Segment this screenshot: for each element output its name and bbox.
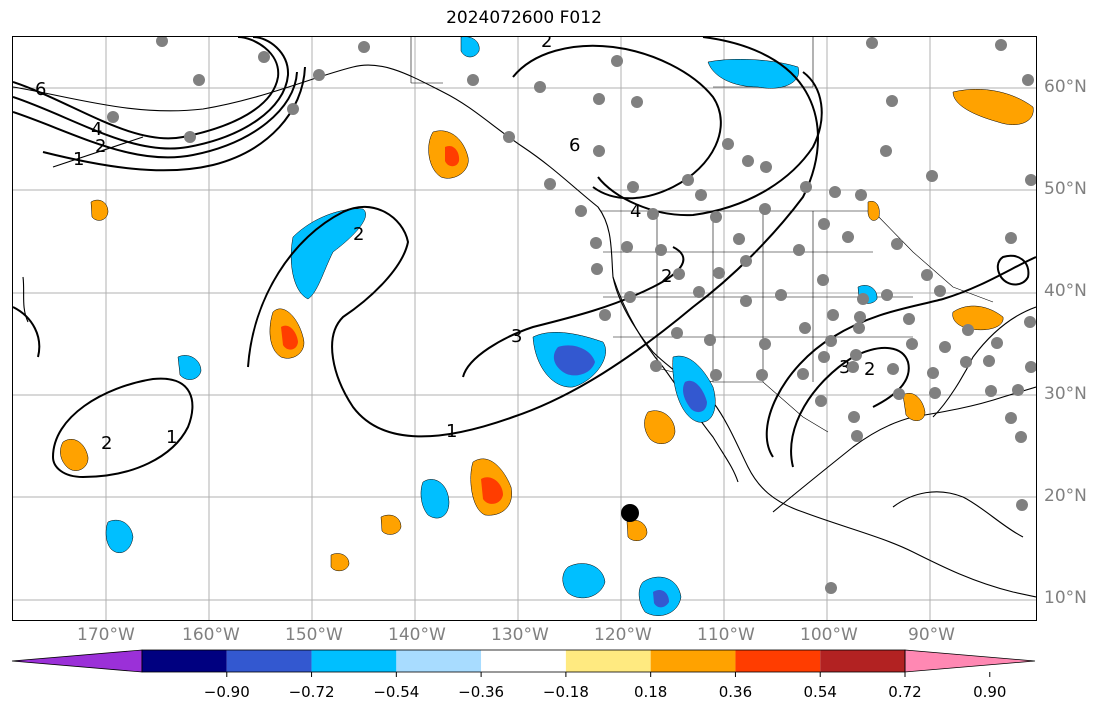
colorbar-segment [396,650,482,672]
lon-label-160w: 160°W [182,625,240,645]
lon-label-90w: 90°W [908,625,955,645]
lat-label-20n: 20°N [1044,486,1087,506]
colorbar-tick-label: −0.54 [373,683,420,701]
contour-label: 3 [511,326,522,347]
colorbar-segment [820,650,905,672]
colorbar-segment [226,650,312,672]
lat-label-10n: 10°N [1044,588,1087,608]
contour-label: 1 [166,427,177,448]
lat-label-50n: 50°N [1044,179,1087,199]
graticule [13,37,1036,620]
contour-label: 2 [541,37,552,52]
map-panel: 6 4 2 1 2 3 1 2 6 4 3 2 2 1 2 [12,36,1037,621]
lon-label-130w: 130°W [491,625,549,645]
contour-label: 2 [101,433,112,454]
lat-label-40n: 40°N [1044,281,1087,301]
colorbar-tick-label: −0.36 [458,683,505,701]
colorbar-tick-label: −0.18 [542,683,589,701]
lat-label-60n: 60°N [1044,77,1087,97]
contour-label: 2 [95,136,106,157]
lon-label-140w: 140°W [388,625,446,645]
colorbar-extend-high [904,649,1036,673]
lon-label-150w: 150°W [285,625,343,645]
colorbar-segment [650,650,736,672]
colorbar-segment [481,650,566,672]
colorbar-tick-label: 0.54 [803,683,837,701]
colorbar-tick-label: 0.18 [633,683,668,701]
lon-label-110w: 110°W [697,625,755,645]
contour-labels: 6 4 2 1 2 3 1 2 6 4 3 2 2 1 2 [35,37,875,454]
shaded-negative-strong [553,345,707,608]
colorbar-tick-label: 0.90 [973,683,1007,701]
contour-label: 6 [35,79,46,100]
colorbar-tick-label: 0.72 [888,683,922,701]
map-canvas: 6 4 2 1 2 3 1 2 6 4 3 2 2 1 2 [13,37,1036,620]
colorbar-segment [311,650,397,672]
map-title: 2024072600 F012 [446,8,602,28]
shaded-positive-strong [281,145,503,504]
contour-label: 6 [569,135,580,156]
colorbar [11,649,1036,677]
colorbar-tick-label: 0.36 [718,683,753,701]
lat-label-30n: 30°N [1044,384,1087,404]
political-borders [410,37,994,433]
colorbar-extend-low [11,649,143,673]
shaded-positive [60,89,1034,572]
colorbar-segment [565,650,651,672]
contour-label: 4 [91,119,102,140]
storm-marker [621,504,639,522]
lon-label-120w: 120°W [594,625,652,645]
contour-label: 2 [661,266,672,287]
contour-label: 4 [630,201,641,222]
station-markers [107,37,1036,594]
lon-label-100w: 100°W [800,625,858,645]
colorbar-tick-label: −0.72 [288,683,335,701]
colorbar-tick-label: −0.90 [203,683,250,701]
colorbar-segment [735,650,821,672]
lon-label-170w: 170°W [77,625,135,645]
contour-label: 3 [839,357,850,378]
contour-label: 1 [446,421,457,442]
colorbar-segment [142,650,227,672]
contour-label: 1 [73,149,84,170]
contours [13,37,1036,479]
contour-label: 2 [864,359,875,380]
contour-label: 2 [353,224,364,245]
